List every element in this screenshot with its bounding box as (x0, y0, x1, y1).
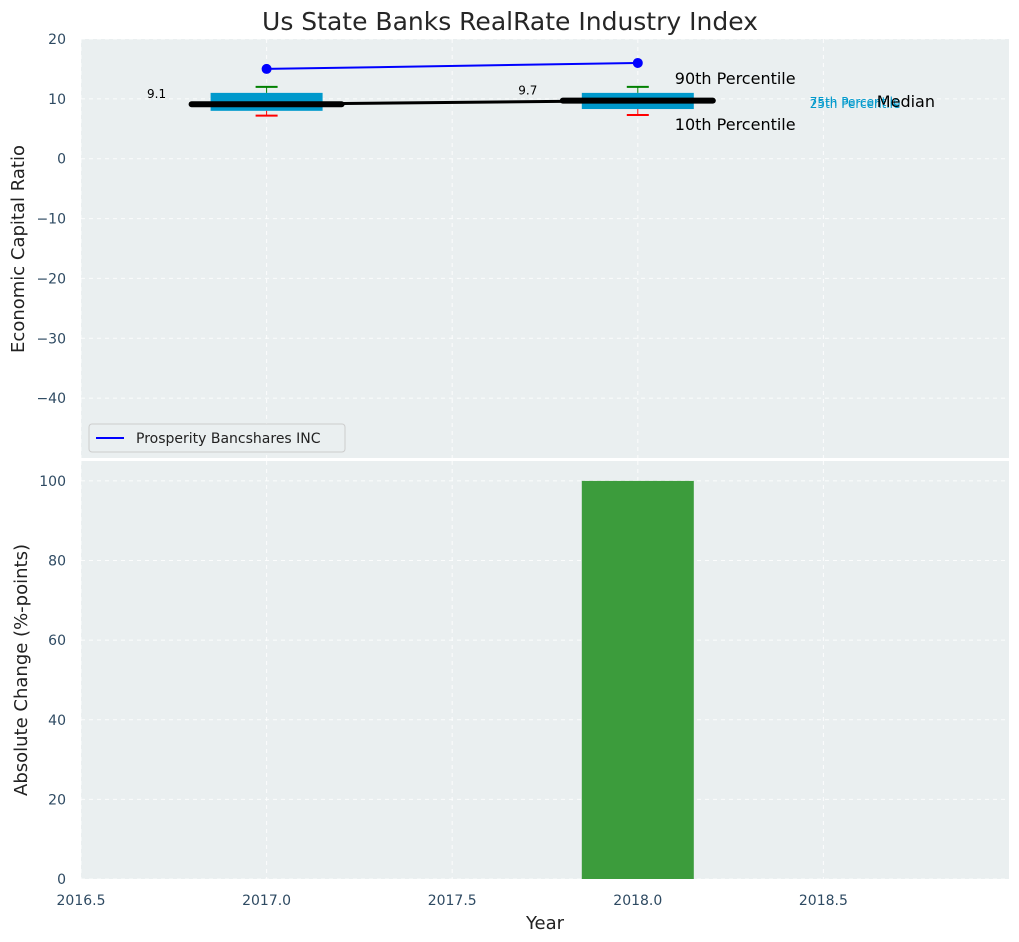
bottom-y-axis-label: Absolute Change (%-points) (11, 544, 32, 796)
top-y-ticks: 20 10 0 −10 −20 −30 −40 (36, 32, 66, 407)
top-y-tick-label: −40 (36, 391, 66, 407)
legend-box (88, 423, 346, 453)
top-y-tick-label: −20 (36, 271, 66, 287)
p10-annotation: 10th Percentile (675, 115, 796, 134)
median-value-label: 9.1 (147, 87, 166, 101)
top-series (261, 57, 643, 74)
series-point-prosperity (632, 57, 643, 68)
top-y-tick-label: −30 (36, 331, 66, 347)
p25-annotation: 25th Percentile (810, 97, 901, 111)
x-tick-label: 2018.5 (799, 893, 848, 909)
median-annotation: Median (877, 92, 935, 111)
median-value-label: 9.7 (518, 84, 537, 98)
top-y-tick-label: 20 (48, 32, 66, 48)
x-axis-label: Year (525, 913, 565, 934)
median-trend-line (266, 99, 638, 106)
chart-title: Us State Banks RealRate Industry Index (262, 7, 758, 36)
series-point-prosperity (261, 63, 272, 74)
top-boxes: 9.1 9.7 (147, 84, 716, 117)
bottom-y-tick-label: 60 (48, 633, 66, 649)
bottom-y-tick-label: 0 (57, 872, 66, 888)
bar-change (581, 480, 694, 879)
bottom-y-tick-label: 100 (39, 474, 66, 490)
top-annotations: 90th Percentile 10th Percentile 75th Per… (675, 69, 935, 134)
x-tick-label: 2017.0 (242, 893, 291, 909)
top-y-tick-label: −10 (36, 212, 66, 228)
x-tick-label: 2018.0 (613, 893, 662, 909)
p75-annotation: 75th Percentile (810, 95, 901, 109)
top-panel: 20 10 0 −10 −20 −30 −40 9.1 9.7 90th Percentile… (8, 7, 1009, 458)
bottom-y-tick-label: 20 (48, 792, 66, 808)
bottom-grid (80, 461, 1009, 880)
x-tick-label: 2016.5 (57, 893, 106, 909)
bottom-y-tick-label: 80 (48, 554, 66, 570)
bottom-panel-background (81, 461, 1009, 879)
bottom-bars (581, 480, 694, 879)
top-grid (80, 38, 1009, 458)
p90-annotation: 90th Percentile (675, 69, 796, 88)
x-ticks: 2016.5 2017.0 2017.5 2018.0 2018.5 (57, 893, 848, 909)
top-y-tick-label: 10 (48, 92, 66, 108)
bottom-y-tick-label: 40 (48, 713, 66, 729)
legend: Prosperity Bancshares INC (88, 423, 346, 453)
top-y-axis-label: Economic Capital Ratio (8, 145, 29, 353)
x-tick-label: 2017.5 (428, 893, 477, 909)
top-y-tick-label: 0 (57, 152, 66, 168)
bottom-y-ticks: 0 20 40 60 80 100 (39, 474, 66, 888)
series-line-prosperity (266, 61, 638, 70)
legend-entry-prosperity: Prosperity Bancshares INC (136, 431, 321, 447)
